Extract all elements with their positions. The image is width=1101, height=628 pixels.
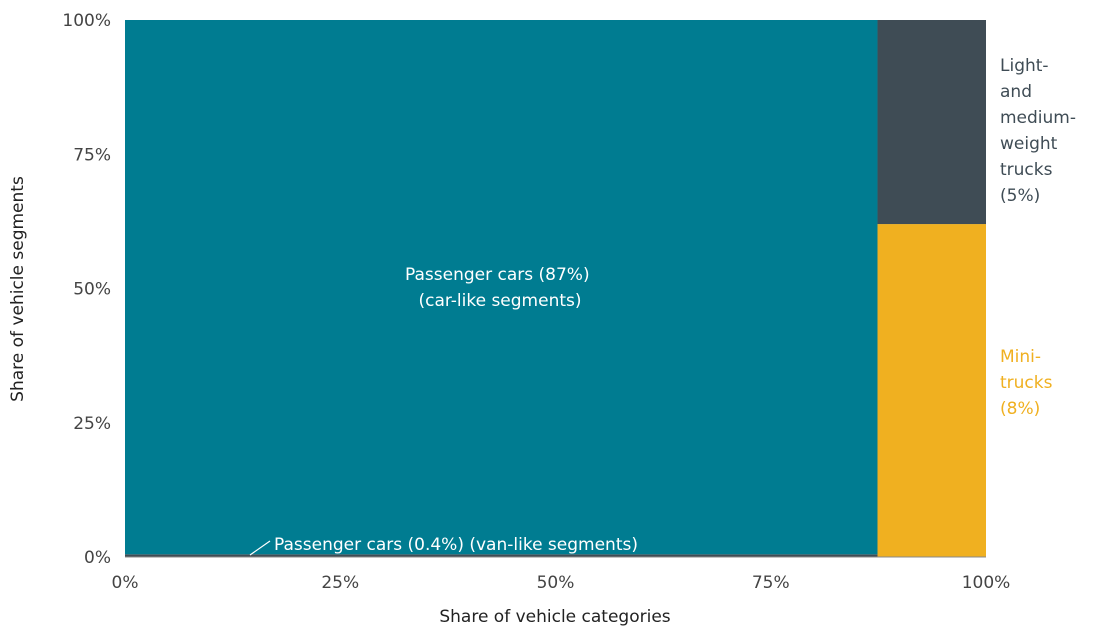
x-tick-label: 25% bbox=[321, 573, 359, 593]
y-tick-label: 25% bbox=[73, 414, 111, 434]
label-line: and bbox=[1000, 82, 1032, 102]
y-axis-title: Share of vehicle segments bbox=[8, 176, 28, 402]
segment-1-0 bbox=[877, 224, 986, 557]
label-passenger-cars-van-like: Passenger cars (0.4%) (van-like segments… bbox=[274, 535, 638, 555]
label-line: (8%) bbox=[1000, 399, 1040, 419]
label-line: weight bbox=[1000, 134, 1058, 154]
x-axis-title: Share of vehicle categories bbox=[439, 607, 670, 627]
x-tick-label: 0% bbox=[112, 573, 139, 593]
label-line: (5%) bbox=[1000, 186, 1040, 206]
label-mini-trucks: Mini- trucks (8%) bbox=[1000, 347, 1058, 419]
label-light-medium-trucks: Light- and medium- weight trucks (5%) bbox=[1000, 56, 1081, 206]
label-line: Light- bbox=[1000, 56, 1049, 76]
segment-0-1 bbox=[125, 20, 878, 555]
leader-line bbox=[249, 540, 271, 556]
y-tick-labels: 0% 25% 50% 75% 100% bbox=[62, 11, 111, 568]
segment-1-1 bbox=[877, 20, 986, 225]
y-tick-label: 100% bbox=[62, 11, 111, 31]
chart-marks bbox=[125, 20, 986, 557]
y-tick-label: 75% bbox=[73, 145, 111, 165]
y-tick-label: 0% bbox=[84, 548, 111, 568]
label-line: Mini- bbox=[1000, 347, 1041, 367]
label-line: trucks bbox=[1000, 160, 1053, 180]
label-passenger-cars-car-like: Passenger cars (87%) (car-like segments) bbox=[405, 265, 595, 311]
x-tick-label: 75% bbox=[752, 573, 790, 593]
x-tick-labels: 0% 25% 50% 75% 100% bbox=[112, 573, 1011, 593]
x-tick-label: 100% bbox=[962, 573, 1011, 593]
label-line: trucks bbox=[1000, 373, 1053, 393]
x-tick-label: 50% bbox=[537, 573, 575, 593]
label-line: Passenger cars (87%) bbox=[405, 265, 590, 285]
segment-0-0 bbox=[125, 554, 878, 557]
label-line: medium- bbox=[1000, 108, 1076, 128]
label-line: (car-like segments) bbox=[418, 291, 581, 311]
y-tick-label: 50% bbox=[73, 280, 111, 300]
